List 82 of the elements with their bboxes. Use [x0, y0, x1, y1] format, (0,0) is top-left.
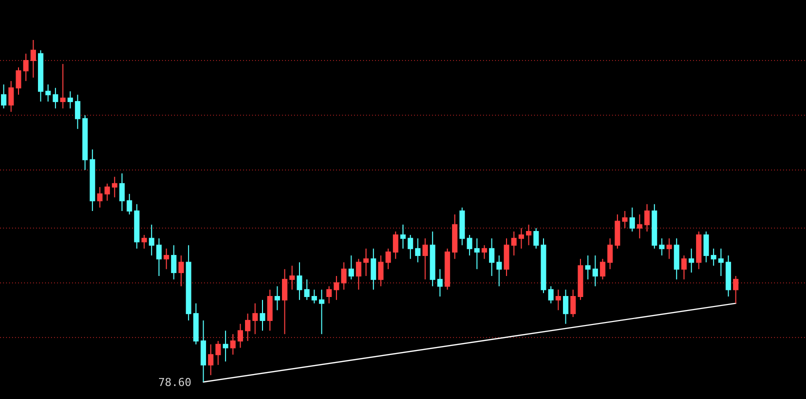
candlestick	[16, 66, 22, 96]
candlestick	[710, 248, 716, 266]
candlestick	[274, 286, 280, 311]
candlestick	[312, 289, 317, 304]
candlestick	[348, 254, 354, 280]
candlestick	[370, 248, 376, 290]
candlestick	[489, 238, 494, 276]
candlestick	[437, 268, 443, 297]
candlestick	[341, 262, 347, 290]
candlestick	[230, 334, 236, 356]
candlestick	[8, 80, 14, 112]
candlestick	[533, 228, 539, 250]
candlestick	[386, 248, 391, 270]
candlestick	[570, 289, 576, 318]
candlestick	[400, 224, 406, 250]
candlestick	[356, 258, 362, 290]
candlestick	[733, 275, 738, 304]
candlestick	[171, 244, 176, 280]
candlestick	[718, 248, 724, 276]
candlestick	[644, 204, 650, 232]
candlestick	[74, 94, 80, 130]
candlestick	[674, 238, 680, 280]
candlestick	[296, 262, 302, 300]
candlestick	[200, 320, 206, 382]
candlestick	[45, 84, 51, 102]
candlestick	[97, 186, 103, 208]
candlestick	[636, 214, 642, 239]
candlestick	[526, 224, 532, 246]
annotation: 78.60	[158, 376, 192, 389]
candlestick	[688, 248, 694, 274]
candlestick	[666, 238, 672, 260]
candlestick	[141, 234, 147, 250]
candlestick	[681, 254, 687, 280]
candlestick	[607, 238, 613, 270]
candlestick	[592, 254, 598, 287]
candlestick	[378, 254, 384, 287]
candlestick	[60, 63, 66, 109]
candlestick	[215, 340, 221, 366]
candlestick	[178, 254, 184, 287]
candlestick	[548, 286, 554, 304]
candlestick	[422, 238, 428, 280]
candlestick	[511, 231, 517, 256]
candlestick	[222, 330, 228, 362]
candlestick	[518, 228, 524, 250]
candlestick	[703, 231, 709, 263]
candlestick	[614, 214, 620, 250]
candlestick	[282, 268, 288, 335]
candlestick	[562, 289, 568, 324]
candlestick	[289, 265, 295, 290]
candlestick	[392, 231, 398, 260]
candlestick	[30, 40, 36, 78]
candlestick	[245, 313, 250, 342]
candlestick	[363, 248, 369, 276]
candlestick	[504, 238, 510, 276]
candlestick	[318, 289, 324, 335]
candlestick	[496, 254, 502, 287]
candlestick	[267, 289, 273, 332]
candlestick	[482, 244, 488, 260]
candlestick	[585, 254, 591, 280]
candlestick	[304, 278, 310, 300]
candlestick	[126, 193, 132, 215]
candlestick	[164, 248, 170, 270]
candlestick	[415, 238, 420, 263]
candlestick	[112, 176, 118, 198]
candlestick	[0, 84, 6, 109]
candlestick	[556, 289, 561, 311]
candlestick	[156, 238, 162, 276]
candlestick	[104, 183, 110, 202]
candlestick	[659, 238, 665, 256]
candlestick	[408, 234, 414, 260]
candlestick	[148, 224, 154, 256]
candlestick	[208, 344, 214, 376]
candlestick	[252, 302, 258, 335]
candlestick	[630, 207, 635, 232]
candlestick	[238, 323, 244, 348]
candlestick	[52, 87, 58, 109]
candlestick	[260, 299, 266, 332]
candlestick	[119, 172, 125, 212]
candlestick	[622, 210, 628, 229]
candlestick	[68, 90, 73, 109]
candlestick	[600, 258, 606, 280]
candlestick	[23, 53, 29, 82]
